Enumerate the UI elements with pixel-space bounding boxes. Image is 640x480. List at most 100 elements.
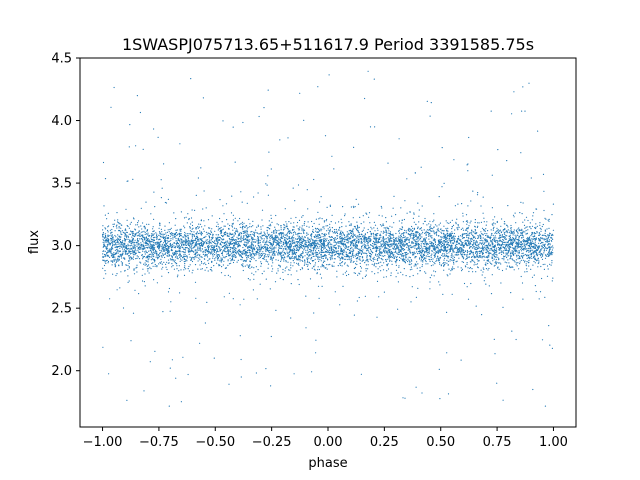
data-point — [298, 248, 300, 250]
data-point — [142, 255, 144, 258]
data-point — [400, 234, 402, 236]
data-point — [507, 205, 509, 207]
data-point — [434, 263, 436, 265]
data-point — [298, 239, 301, 241]
data-point — [344, 236, 346, 238]
data-point — [380, 234, 382, 237]
data-point — [533, 243, 535, 245]
data-point — [307, 237, 309, 240]
data-point — [315, 230, 317, 232]
data-point — [376, 233, 378, 235]
data-point — [469, 267, 471, 269]
data-point — [520, 250, 523, 252]
data-point — [204, 251, 206, 253]
data-point — [497, 262, 500, 264]
data-point — [329, 230, 331, 232]
data-point — [111, 228, 113, 231]
data-point — [214, 258, 216, 260]
data-point — [220, 257, 222, 259]
data-point — [551, 249, 554, 251]
data-point — [176, 229, 178, 231]
data-point — [320, 253, 322, 255]
data-point — [202, 208, 204, 210]
data-point — [185, 235, 187, 237]
data-point — [144, 231, 146, 233]
data-point — [493, 252, 495, 255]
data-point — [480, 247, 482, 249]
data-point — [548, 251, 550, 253]
data-point — [438, 368, 440, 370]
data-point — [383, 224, 385, 226]
data-point — [357, 274, 359, 276]
data-point — [469, 261, 471, 263]
data-point — [519, 212, 521, 214]
data-point — [513, 260, 515, 262]
data-point — [128, 241, 130, 243]
data-point — [451, 236, 453, 238]
data-point — [546, 253, 549, 255]
data-point — [435, 233, 437, 235]
data-point — [443, 255, 445, 257]
data-point — [440, 248, 443, 250]
data-point — [287, 273, 289, 276]
data-point — [167, 272, 170, 274]
data-point — [241, 237, 243, 239]
data-point — [323, 220, 325, 222]
data-point — [527, 229, 529, 231]
data-point — [312, 243, 314, 245]
data-point — [490, 262, 492, 265]
data-point — [219, 217, 221, 220]
data-point — [549, 232, 551, 234]
data-point — [114, 266, 116, 268]
data-point — [272, 240, 274, 242]
data-point — [284, 267, 287, 269]
data-point — [230, 240, 232, 242]
data-point — [304, 242, 306, 244]
data-point — [485, 283, 487, 285]
data-point — [265, 253, 267, 255]
data-point — [231, 248, 233, 250]
data-point — [236, 241, 238, 243]
data-point — [419, 232, 421, 235]
data-point — [542, 223, 544, 226]
data-point — [307, 240, 309, 242]
data-point — [509, 237, 511, 239]
data-point — [363, 221, 365, 223]
data-point — [172, 259, 174, 261]
data-point — [381, 240, 383, 242]
data-point — [543, 234, 545, 236]
data-point — [319, 228, 321, 230]
data-point — [467, 205, 469, 207]
data-point — [324, 260, 326, 262]
data-point — [473, 231, 475, 233]
data-point — [263, 231, 265, 233]
data-point — [344, 213, 346, 215]
data-point — [253, 231, 255, 233]
data-point — [468, 225, 470, 227]
data-point — [255, 271, 257, 273]
data-point — [221, 259, 223, 261]
data-point — [151, 256, 153, 258]
data-point — [118, 264, 120, 266]
data-point — [213, 357, 215, 359]
data-point — [490, 293, 493, 295]
data-point — [301, 259, 303, 262]
data-point — [184, 249, 187, 251]
data-point — [282, 229, 285, 231]
data-point — [175, 218, 177, 220]
data-point — [291, 243, 293, 245]
data-point — [210, 252, 212, 255]
data-point — [539, 291, 542, 293]
data-point — [432, 258, 434, 260]
data-point — [283, 226, 285, 228]
data-point — [468, 256, 470, 258]
data-point — [478, 237, 480, 239]
data-point — [438, 281, 440, 283]
data-point — [154, 252, 156, 254]
data-point — [279, 139, 281, 141]
data-point — [523, 249, 525, 251]
data-point — [552, 229, 555, 231]
data-point — [239, 335, 241, 337]
data-point — [179, 239, 181, 242]
data-point — [341, 235, 343, 237]
